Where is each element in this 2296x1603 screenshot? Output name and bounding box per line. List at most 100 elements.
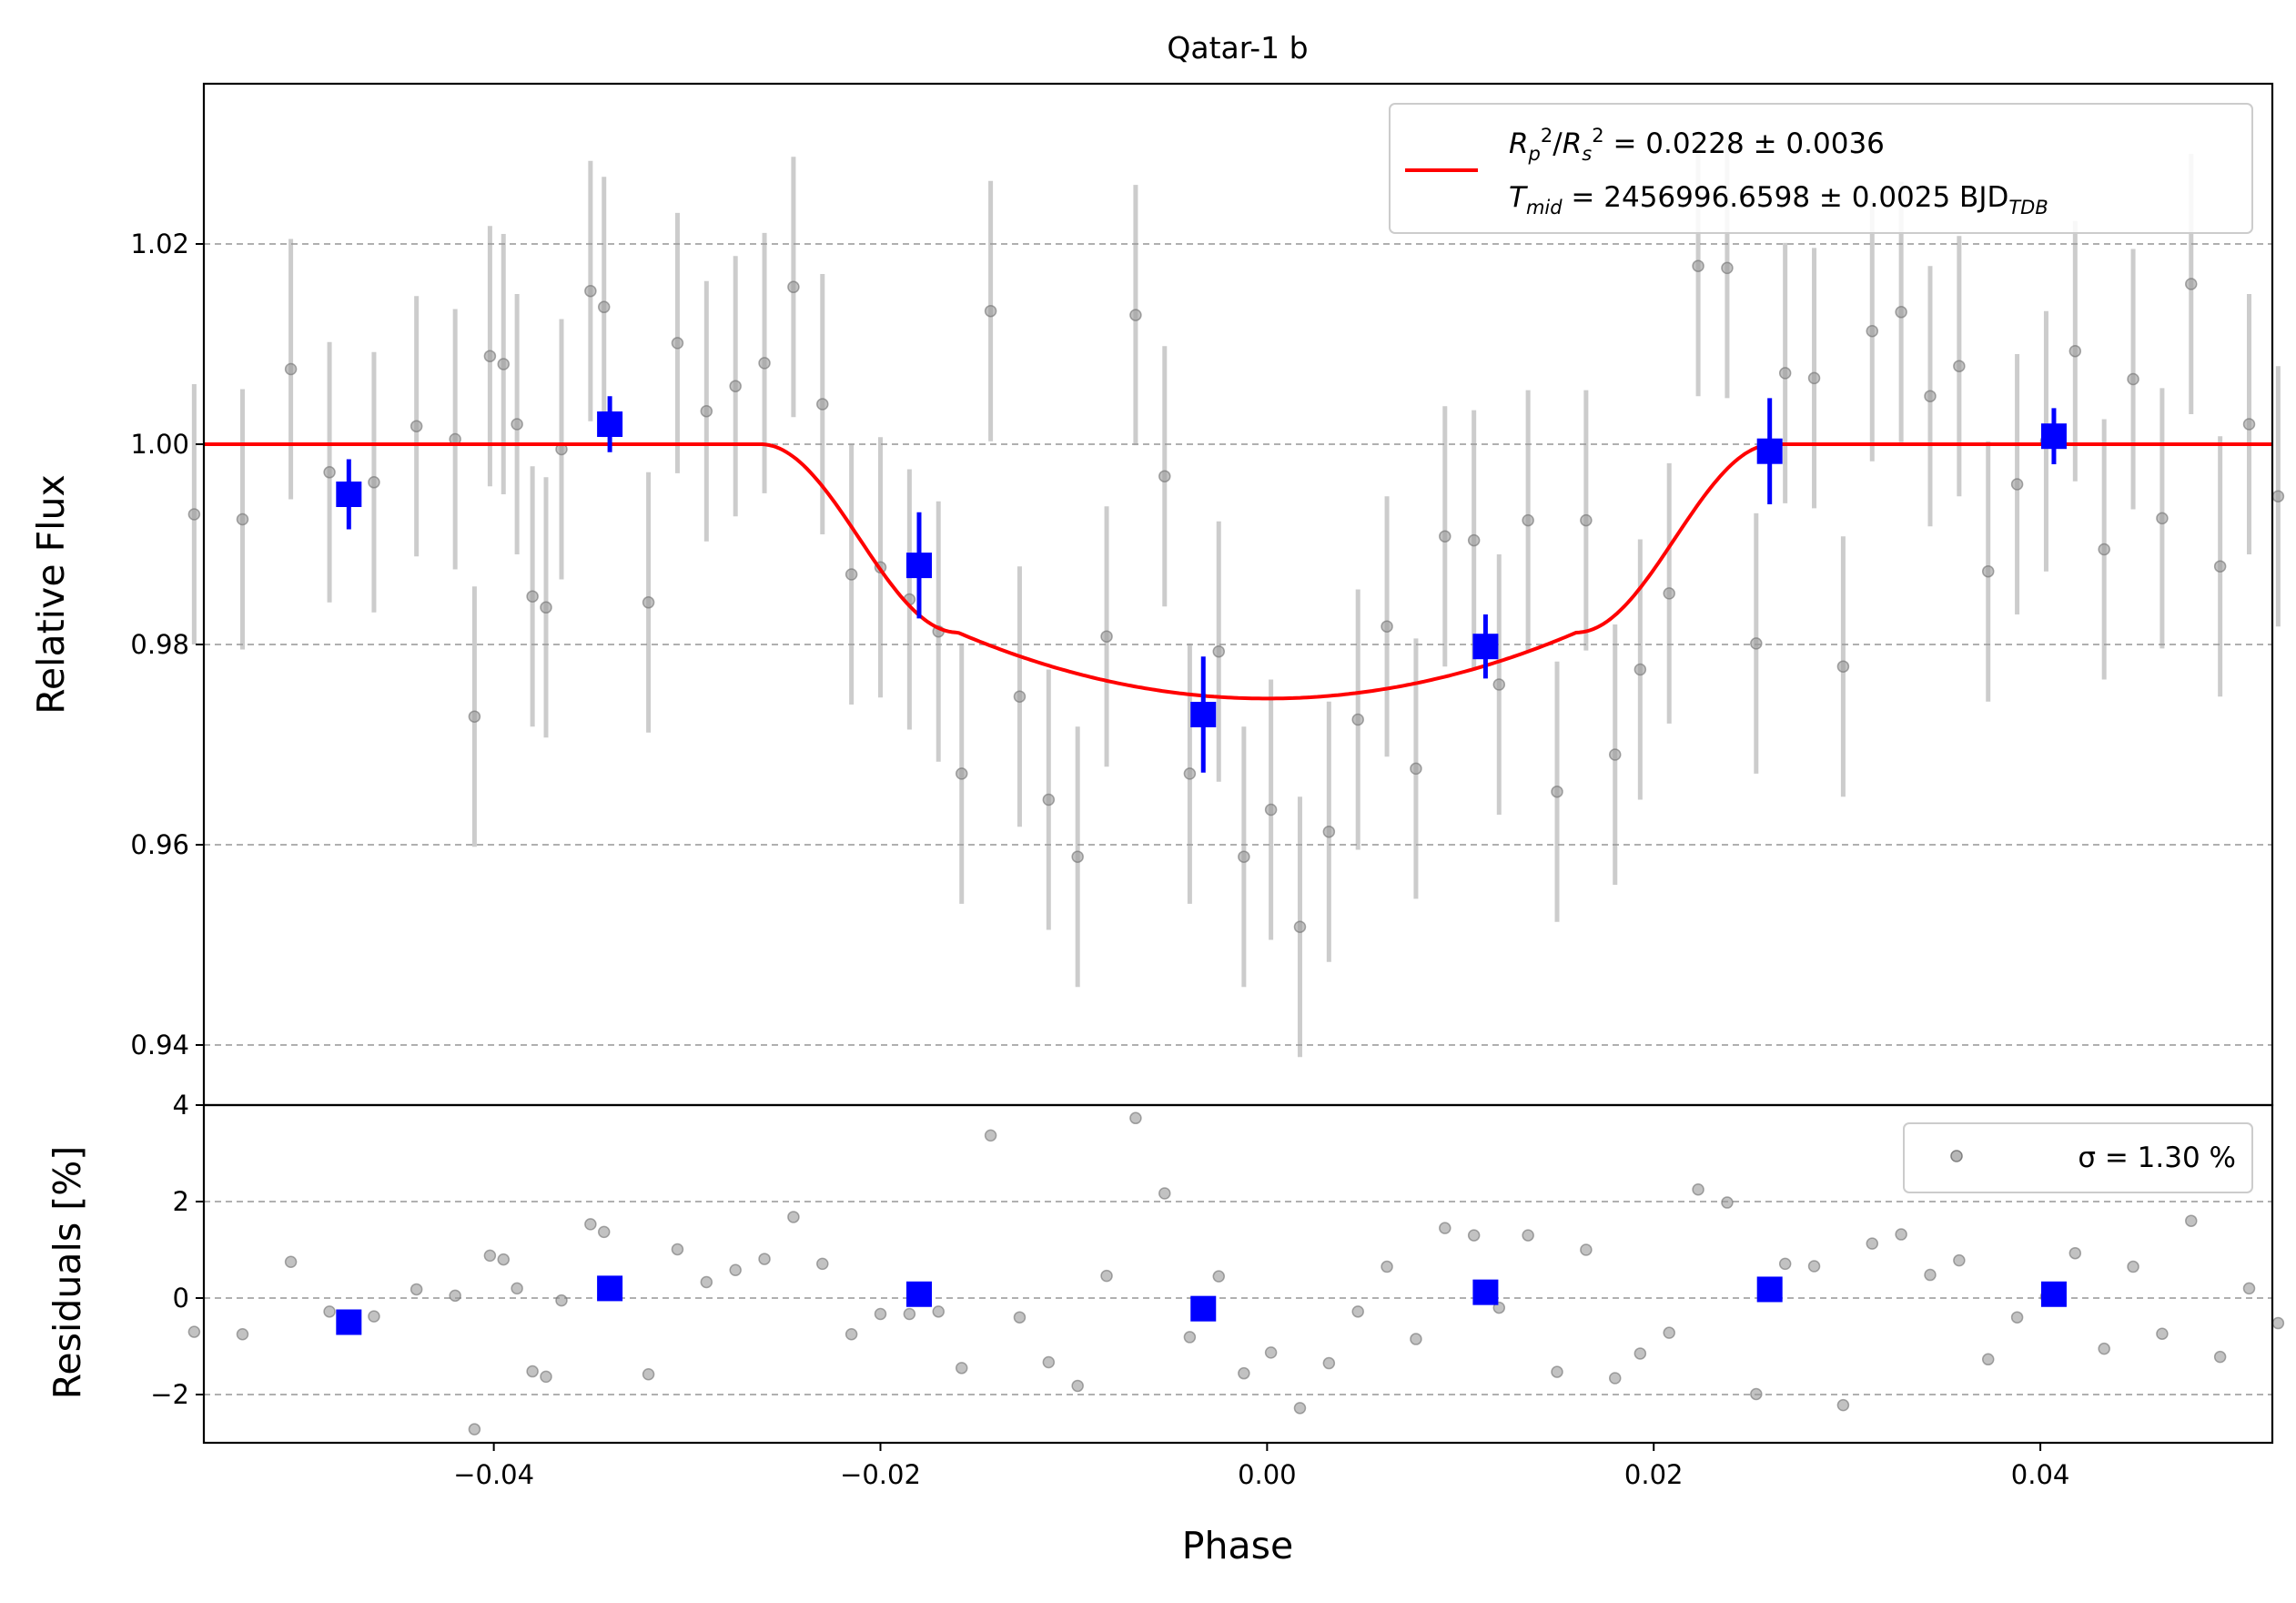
raw-point (1580, 513, 1593, 527)
raw-point (368, 476, 380, 489)
residual-point (410, 1283, 423, 1296)
raw-point (1663, 587, 1675, 600)
raw-point (1439, 530, 1451, 543)
residual-point (1183, 1331, 1197, 1344)
raw-point (2127, 372, 2139, 386)
raw-point (1807, 371, 1821, 385)
residual-point (2068, 1246, 2082, 1260)
raw-point (1467, 533, 1481, 547)
raw-point (236, 512, 249, 526)
main-legend-label-tmid: Tmid = 2456996.6598 ± 0.0025 BJDTDB (1509, 181, 2048, 218)
residual-binned-point (2040, 1281, 2067, 1307)
residual-point (984, 1129, 997, 1142)
residuals-axes-frame (202, 1103, 2274, 1445)
residual-point (1322, 1356, 1336, 1370)
raw-point (483, 350, 497, 362)
raw-point (2213, 560, 2227, 573)
raw-point (1100, 630, 1113, 643)
residual-point (1924, 1268, 1937, 1282)
raw-point (1721, 261, 1734, 275)
residual-point (874, 1307, 887, 1321)
residual-point (1467, 1229, 1481, 1242)
residual-point (1071, 1379, 1084, 1393)
raw-point (187, 508, 201, 521)
binned-point (1190, 702, 1217, 727)
raw-point (1129, 309, 1142, 321)
residual-point (2010, 1311, 2024, 1324)
residual-point (323, 1305, 336, 1318)
residual-point (187, 1325, 201, 1338)
residual-point (1212, 1270, 1226, 1283)
raw-point (1158, 470, 1171, 482)
residuals-legend-marker (1950, 1150, 1963, 1162)
residuals-y-axis-label: Residuals [%] (46, 1146, 89, 1400)
raw-point (468, 710, 481, 723)
chart-title: Qatar-1 b (1167, 30, 1308, 66)
transit-model-curve (204, 442, 2272, 701)
residual-point (597, 1225, 611, 1239)
residual-point (1750, 1387, 1763, 1401)
binned-point (597, 411, 623, 437)
residual-point (2156, 1327, 2169, 1340)
residuals-raw-points (187, 1111, 2285, 1436)
x-axis-label: Phase (1182, 1524, 1293, 1567)
raw-point (787, 280, 800, 294)
residuals-panel: −2 0 2 4 −0.04 −0.02 0.00 0.02 0.04 Residuals [… (46, 1090, 2285, 1567)
residual-point (1158, 1187, 1171, 1200)
raw-point (671, 337, 684, 350)
raw-point (2068, 344, 2082, 358)
residual-point (1439, 1222, 1451, 1234)
residuals-binned-points (336, 1275, 2067, 1335)
residual-point (1042, 1355, 1056, 1369)
residual-point (540, 1370, 552, 1384)
residual-point (903, 1307, 916, 1321)
residual-point (1663, 1326, 1675, 1339)
raw-point (1264, 803, 1278, 817)
residual-point (1293, 1402, 1307, 1415)
residual-point (2127, 1260, 2139, 1273)
residual-point (1807, 1260, 1821, 1273)
residuals-y-ticks: −2 0 2 4 (150, 1090, 204, 1410)
raw-point (323, 466, 336, 479)
residual-point (584, 1218, 597, 1231)
main-legend: Rp2/Rs2 = 0.0228 ± 0.0036 Tmid = 2456996… (1389, 103, 2253, 234)
residual-point (497, 1253, 511, 1266)
raw-point (1238, 850, 1250, 863)
residuals-gridlines (204, 1201, 2272, 1395)
raw-point (2242, 418, 2256, 431)
residual-point (1100, 1269, 1113, 1283)
raw-point (1692, 259, 1704, 272)
binned-point (1756, 438, 1783, 464)
residual-point (671, 1243, 684, 1256)
raw-point (1608, 748, 1622, 761)
raw-point (1633, 663, 1647, 676)
x-tick-label: 0.02 (1624, 1459, 1684, 1490)
residuals-y-tick-label: −2 (150, 1379, 189, 1410)
raw-point (729, 380, 742, 392)
raw-point (2156, 512, 2169, 525)
residual-point (700, 1275, 713, 1289)
raw-point (1953, 360, 1966, 372)
raw-point (2185, 278, 2198, 290)
residual-point (1013, 1311, 1027, 1324)
residual-point (642, 1367, 655, 1381)
x-tick-label: −0.04 (453, 1459, 534, 1490)
residuals-legend-label: σ = 1.30 % (2078, 1141, 2236, 1174)
residual-point (729, 1263, 742, 1277)
main-y-tick-label: 0.94 (130, 1030, 189, 1060)
main-legend-box (1389, 103, 2253, 234)
residual-binned-point (1472, 1279, 1499, 1305)
residual-point (787, 1211, 800, 1223)
residual-point (1522, 1229, 1534, 1242)
residual-point (1692, 1183, 1704, 1196)
raw-point (540, 601, 552, 614)
residual-point (1895, 1228, 1907, 1241)
residual-point (449, 1289, 461, 1303)
main-legend-label-depth: Rp2/Rs2 = 0.0228 ± 0.0036 (1509, 125, 1885, 165)
raw-point (1212, 644, 1226, 658)
raw-point (1183, 767, 1197, 780)
raw-point (758, 357, 771, 370)
raw-point (1293, 920, 1307, 933)
raw-point (1551, 785, 1563, 798)
x-ticks: −0.04 −0.02 0.00 0.02 0.04 (453, 1443, 2069, 1490)
